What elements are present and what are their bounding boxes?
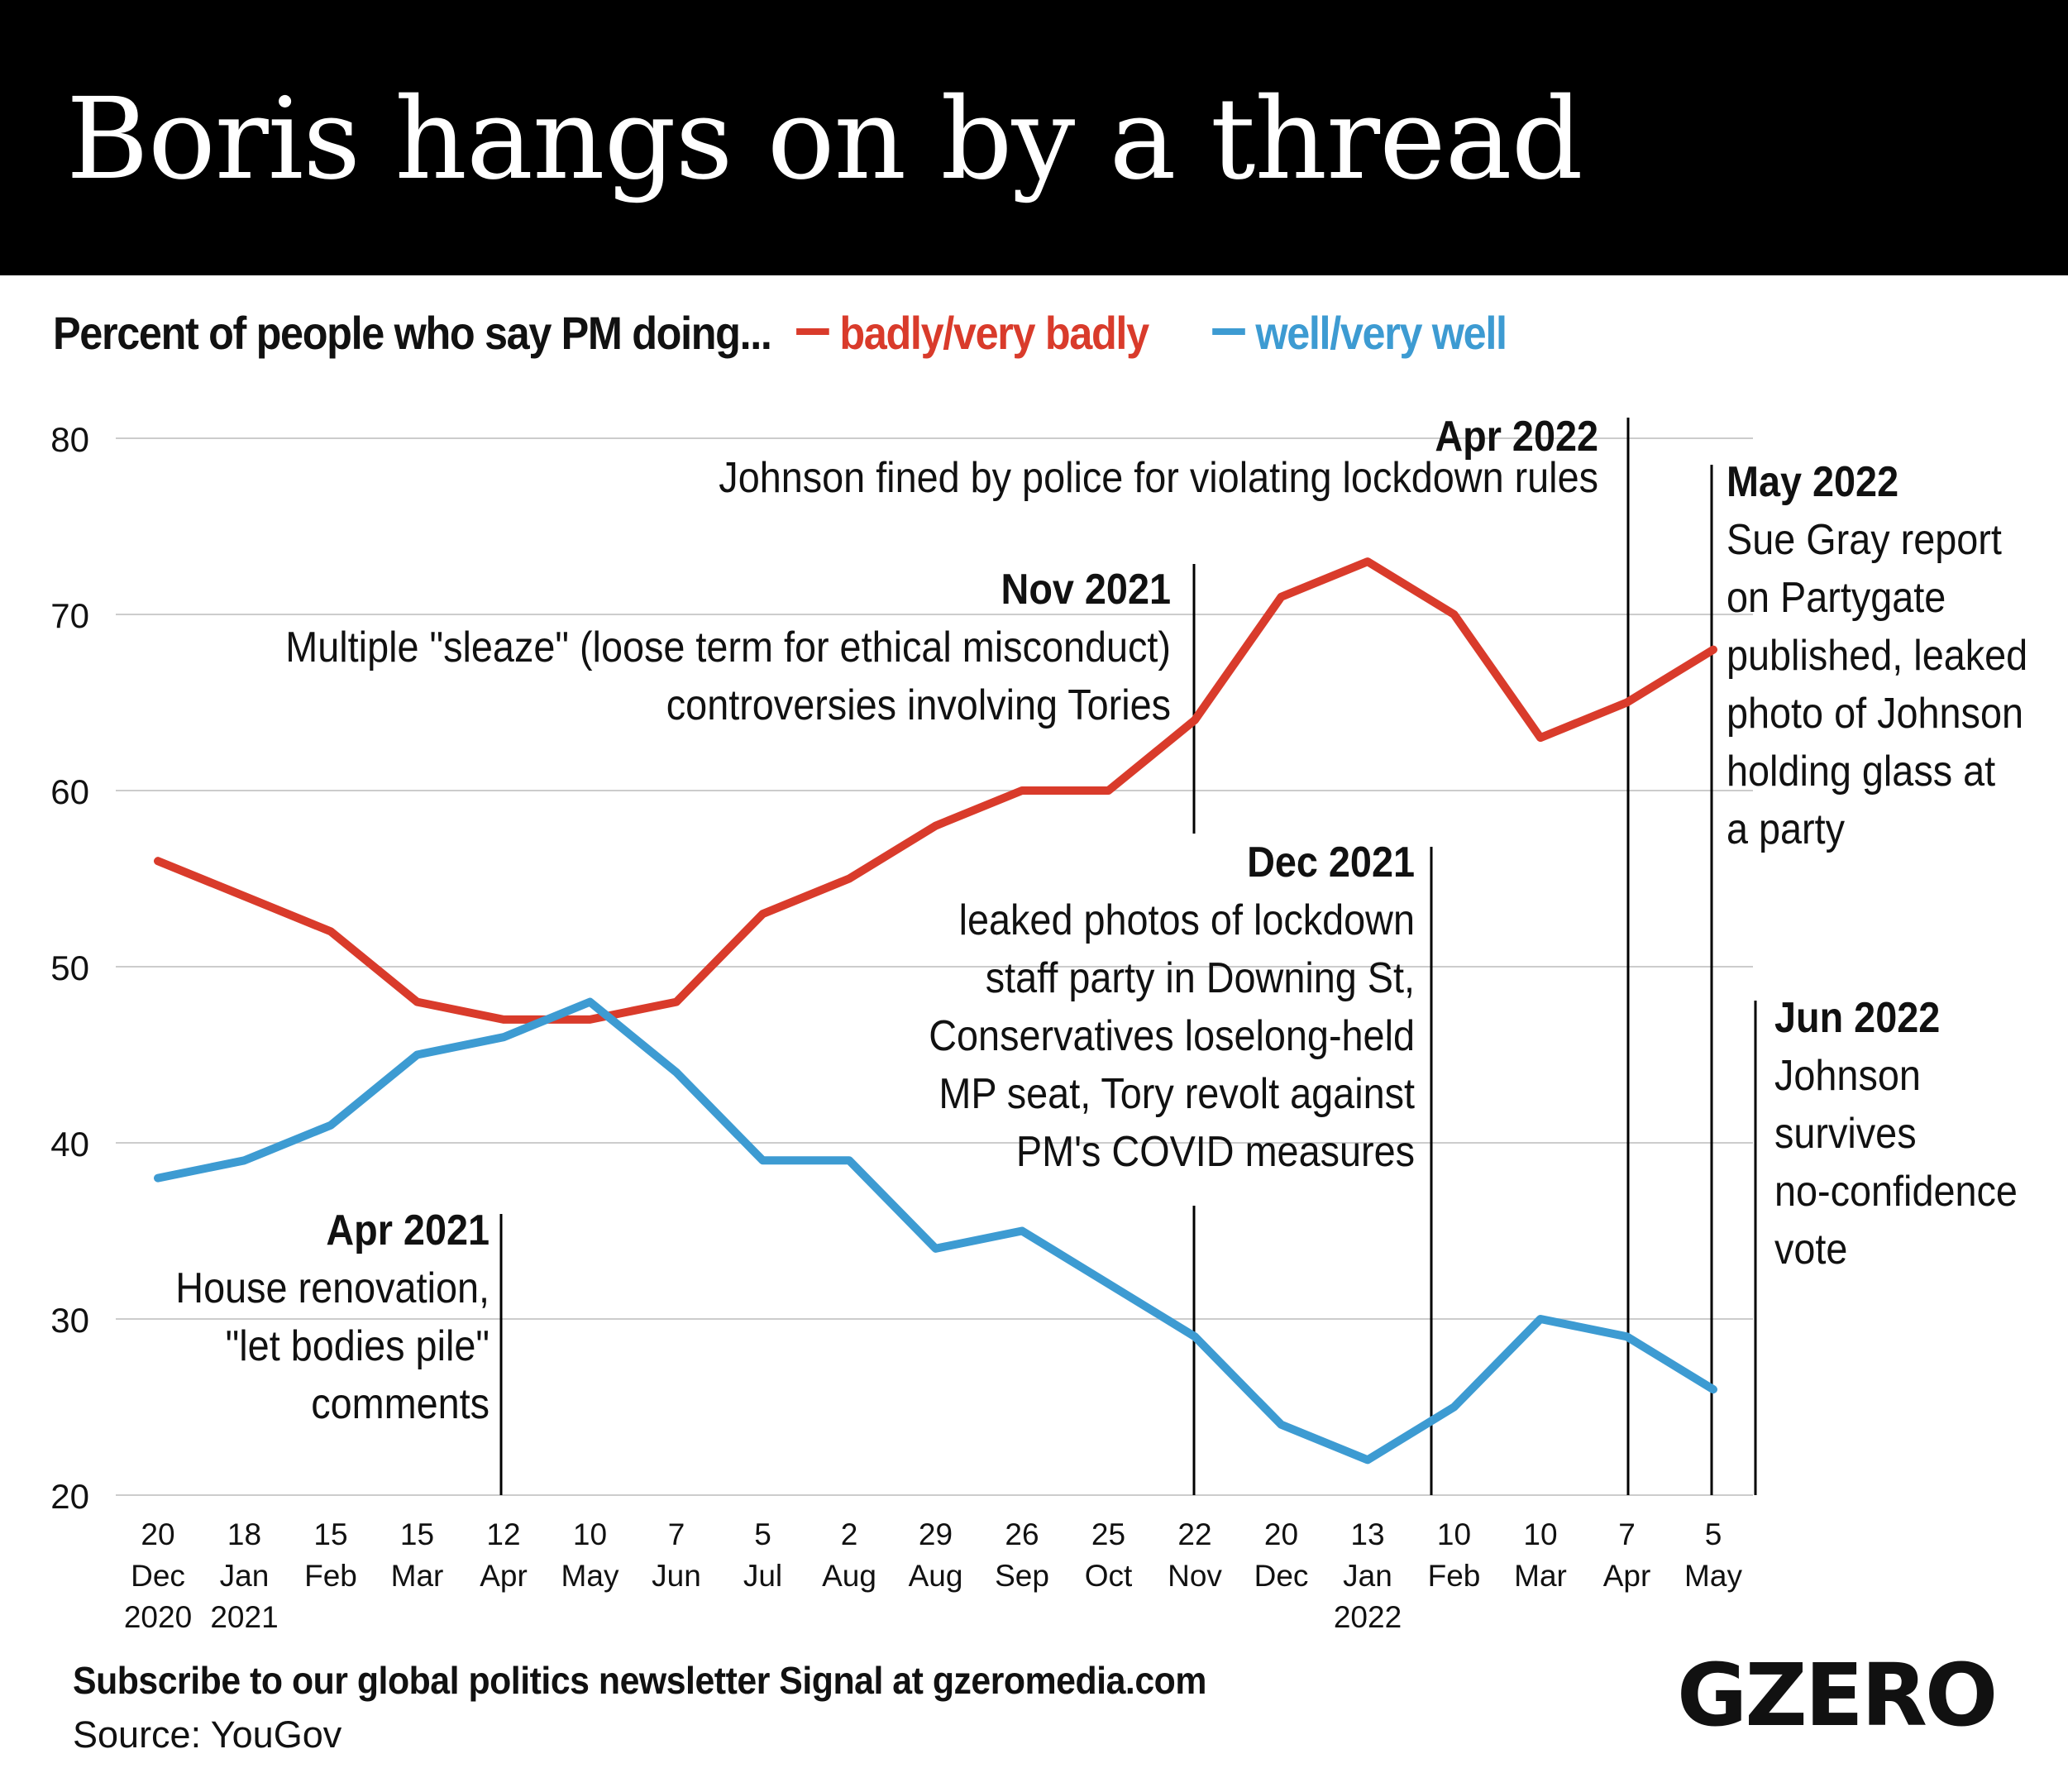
annotation-line-4-3: photo of Johnson [1727, 690, 2023, 738]
legend-swatch-well [1212, 328, 1245, 336]
x-tick-label-15-1: Feb [1428, 1559, 1481, 1593]
annotation-title-0: Apr 2021 [326, 1207, 490, 1254]
series-line-badly [154, 557, 1717, 1024]
x-tick-label-16-1: Mar [1514, 1559, 1567, 1593]
chart-subtitle: Percent of people who say PM doing... bad… [53, 306, 1507, 360]
annotation-title-5: Jun 2022 [1774, 994, 1940, 1042]
annotation-0: Apr 2021 House renovation, "let bodies pil… [175, 1207, 490, 1428]
x-tick-label-3-0: 15 [400, 1517, 434, 1551]
annotation-line-5-1: survives [1774, 1110, 1917, 1158]
x-tick-label-4-1: Apr [480, 1559, 528, 1593]
source-text: Source: YouGov [73, 1713, 342, 1756]
x-tick-label-9-1: Aug [909, 1559, 963, 1593]
annotation-line-2-4: PM's COVID measures [1016, 1128, 1415, 1176]
x-tick-label-18-0: 5 [1705, 1517, 1722, 1551]
x-tick-label-7-1: Jul [743, 1559, 782, 1593]
x-tick-label-12-0: 22 [1177, 1517, 1211, 1551]
subtitle-prefix: Percent of people who say PM doing... [53, 307, 772, 359]
annotation-line-2-0: leaked photos of lockdown [959, 896, 1415, 944]
x-tick-label-7-0: 5 [754, 1517, 771, 1551]
annotation-line-4-0: Sue Gray report [1727, 516, 2002, 564]
page-title: Boris hangs on by a thread [66, 74, 1583, 205]
annotation-5: Jun 2022 Johnson survives no-confidence vote [1774, 994, 2018, 1274]
x-tick-label-14-1: Jan [1343, 1559, 1392, 1593]
gzero-logo: GZERO [1677, 1645, 1998, 1746]
x-tick-label-11-0: 25 [1091, 1517, 1125, 1551]
annotation-title-1: Nov 2021 [1001, 566, 1171, 614]
x-tick-label-16-0: 10 [1523, 1517, 1557, 1551]
annotation-line-0-0: House renovation, [175, 1264, 490, 1312]
y-tick-label-70: 70 [50, 596, 89, 635]
x-tick-label-9-0: 29 [919, 1517, 953, 1551]
x-tick-label-17-1: Apr [1603, 1559, 1651, 1593]
annotation-title-2: Dec 2021 [1247, 839, 1415, 886]
annotation-line-1-0: Multiple "sleaze" (loose term for ethica… [285, 624, 1171, 671]
annotation-title-4: May 2022 [1727, 458, 1898, 506]
y-tick-label-80: 80 [50, 420, 89, 459]
x-tick-label-11-1: Oct [1085, 1559, 1133, 1593]
legend-label-well: well/very well [1255, 307, 1507, 359]
x-tick-label-17-0: 7 [1618, 1517, 1636, 1551]
annotation-line-2-1: staff party in Downing St, [986, 954, 1415, 1002]
annotation-2: Dec 2021 leaked photos of lockdown staff p… [929, 839, 1415, 1176]
x-tick-label-1-0: 18 [227, 1517, 261, 1551]
x-tick-label-14-0: 13 [1350, 1517, 1384, 1551]
annotation-line-5-3: vote [1774, 1226, 1847, 1274]
annotation-line-4-4: holding glass at [1727, 748, 1995, 796]
annotation-1: Nov 2021 Multiple "sleaze" (loose term fo… [285, 566, 1171, 729]
annotation-line-1-1: controversies involving Tories [666, 681, 1171, 729]
x-tick-label-13-1: Dec [1254, 1559, 1309, 1593]
annotation-line-4-2: published, leaked [1727, 632, 2027, 680]
y-tick-label-20: 20 [50, 1477, 89, 1516]
x-tick-label-15-0: 10 [1437, 1517, 1471, 1551]
legend-swatch-badly [796, 328, 829, 336]
x-tick-label-6-1: Jun [652, 1559, 701, 1593]
y-tick-label-50: 50 [50, 949, 89, 987]
x-tick-label-10-0: 26 [1005, 1517, 1039, 1551]
x-tick-label-2-0: 15 [313, 1517, 347, 1551]
series-line-well [154, 997, 1717, 1465]
x-tick-label-0-2: 2020 [124, 1600, 192, 1634]
x-tick-label-5-1: May [561, 1559, 619, 1593]
x-tick-label-14-2: 2022 [1334, 1600, 1402, 1634]
subscribe-text: Subscribe to our global politics newslet… [73, 1659, 1206, 1702]
y-tick-label-40: 40 [50, 1125, 89, 1164]
x-tick-label-13-0: 20 [1264, 1517, 1298, 1551]
y-tick-label-30: 30 [50, 1301, 89, 1340]
x-tick-label-18-1: May [1684, 1559, 1742, 1593]
x-tick-label-8-0: 2 [841, 1517, 858, 1551]
x-tick-label-0-1: Dec [131, 1559, 185, 1593]
x-tick-label-1-1: Jan [220, 1559, 270, 1593]
annotation-4: May 2022 Sue Gray report on Partygate publi… [1727, 458, 2027, 853]
x-tick-label-0-0: 20 [141, 1517, 174, 1551]
annotation-title-3: Apr 2022 [1435, 413, 1598, 461]
y-tick-label-60: 60 [50, 772, 89, 811]
annotation-line-5-2: no-confidence [1774, 1168, 2018, 1216]
x-tick-label-5-0: 10 [573, 1517, 607, 1551]
annotation-line-4-5: a party [1727, 805, 1845, 853]
annotation-line-2-3: MP seat, Tory revolt against [938, 1070, 1415, 1118]
x-tick-label-6-0: 7 [668, 1517, 685, 1551]
annotation-line-0-1: "let bodies pile" [226, 1322, 490, 1370]
x-tick-label-1-2: 2021 [210, 1600, 278, 1634]
annotation-line-4-1: on Partygate [1727, 574, 1946, 622]
annotation-line-2-2: Conservatives loselong-held [929, 1012, 1415, 1060]
annotation-line-5-0: Johnson [1774, 1052, 1921, 1100]
x-tick-label-4-0: 12 [486, 1517, 520, 1551]
header-bar: Boris hangs on by a thread [0, 0, 2068, 275]
annotation-line-0-2: comments [311, 1380, 490, 1428]
x-tick-label-3-1: Mar [391, 1559, 444, 1593]
annotation-line-3-0: Johnson fined by police for violating lo… [719, 454, 1598, 502]
legend-label-badly: badly/very badly [839, 307, 1149, 359]
x-tick-label-12-1: Nov [1168, 1559, 1222, 1593]
x-tick-label-8-1: Aug [822, 1559, 876, 1593]
x-tick-label-2-1: Feb [304, 1559, 357, 1593]
x-tick-label-10-1: Sep [995, 1559, 1049, 1593]
